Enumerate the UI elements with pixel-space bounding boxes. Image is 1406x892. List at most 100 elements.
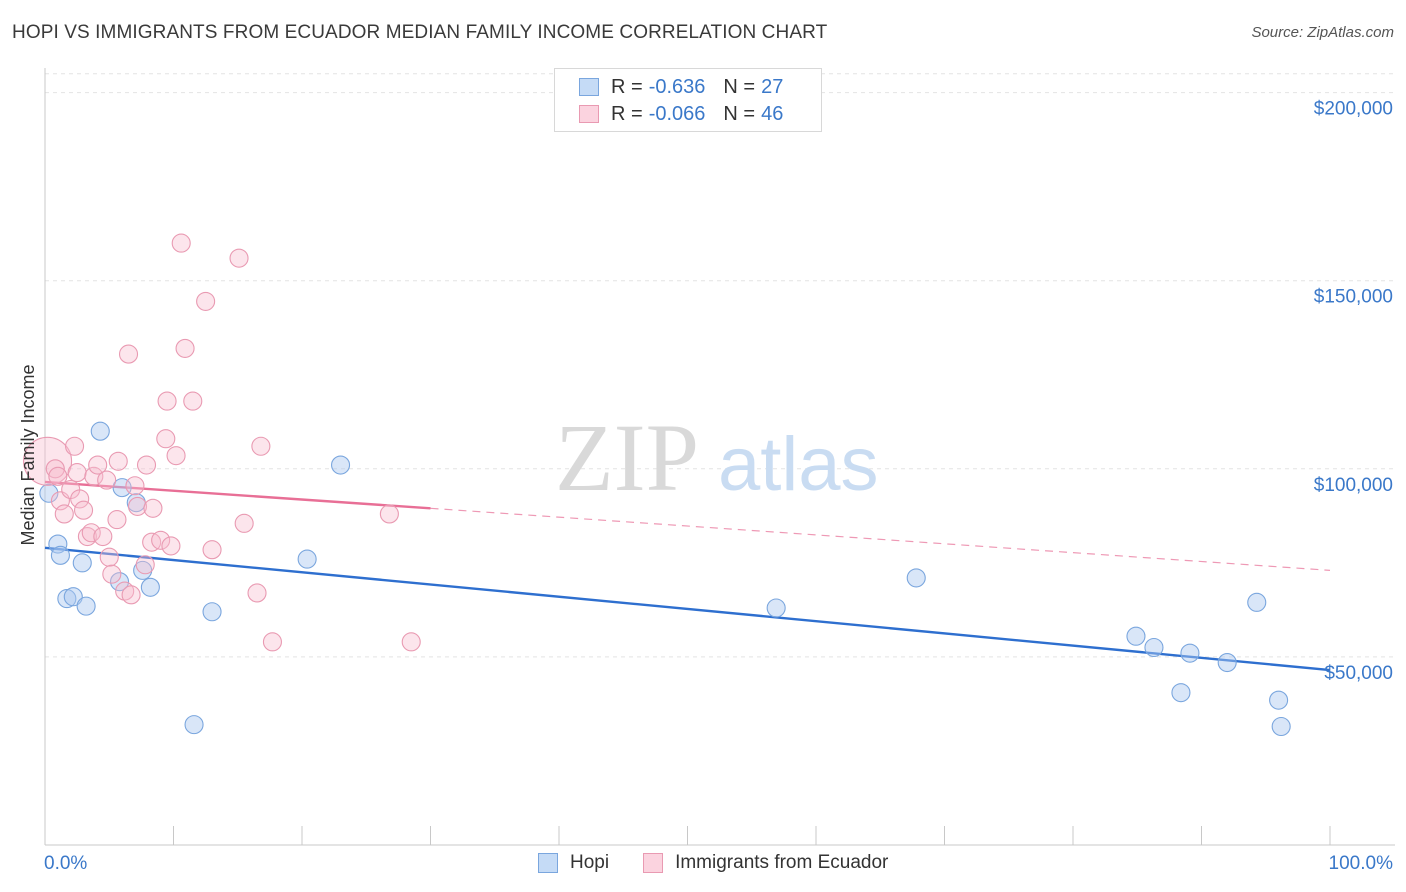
ecuador-point: [54, 504, 74, 524]
x-tick-label: 0.0%: [44, 853, 87, 874]
ecuador-point: [99, 547, 119, 567]
ecuador-point: [97, 470, 117, 490]
ecuador-point: [401, 632, 421, 652]
ecuador-point: [70, 489, 90, 509]
ecuador-point: [262, 632, 282, 652]
hopi-trend-line: [44, 546, 1331, 672]
hopi-point: [109, 572, 130, 592]
hopi-point: [39, 483, 59, 503]
watermark-zip: ZIP: [555, 404, 699, 511]
ecuador-point: [93, 526, 113, 547]
hopi-point: [48, 534, 68, 554]
ecuador-point: [166, 446, 186, 466]
ecuador-point: [135, 555, 155, 575]
series-label-ecuador: Immigrants from Ecuador: [675, 852, 889, 873]
hopi-point: [1269, 690, 1289, 710]
x-tick-label: 100.0%: [1329, 853, 1394, 874]
watermark-atlas: atlas: [718, 422, 879, 507]
ecuador-point: [175, 338, 195, 358]
ecuador-point: [77, 526, 97, 547]
ecuador-trend-line: [44, 480, 431, 510]
legend-n-label: N =: [723, 75, 756, 98]
hopi-point: [72, 553, 92, 573]
legend-r-label: R =: [611, 102, 643, 125]
axes: [44, 68, 1395, 846]
legend-row-hopi: R = -0.636 N = 27: [579, 73, 783, 101]
ecuador-point: [229, 248, 249, 268]
ecuador-point: [183, 391, 203, 411]
hopi-point: [63, 587, 83, 607]
data-points: [23, 233, 1291, 737]
ecuador-point: [151, 530, 171, 550]
stats-legend: R = -0.636 N = 27 R = -0.066 N = 46: [554, 68, 822, 132]
hopi-point: [76, 596, 96, 616]
ecuador-point: [48, 466, 68, 486]
ecuador-point: [121, 585, 141, 605]
ecuador-point: [157, 391, 177, 411]
hopi-point: [202, 602, 222, 622]
ecuador-point: [74, 500, 94, 520]
ecuador-point: [156, 429, 176, 449]
ecuador-point: [202, 540, 222, 560]
hopi-point: [906, 568, 926, 588]
legend-r-value: -0.636: [648, 75, 706, 98]
ecuador-point: [251, 436, 271, 456]
ecuador-point: [161, 536, 181, 556]
ecuador-trend-extension: [430, 507, 1331, 571]
ecuador-point: [84, 466, 104, 486]
ecuador-point: [125, 476, 145, 496]
hopi-point: [90, 421, 110, 441]
series-label-hopi: Hopi: [570, 852, 610, 873]
hopi-point: [184, 715, 204, 735]
hopi-point: [57, 589, 77, 609]
watermark: ZIP atlas: [555, 404, 879, 511]
hopi-point: [1247, 592, 1267, 612]
hopi-point: [50, 545, 70, 565]
ecuador-point: [196, 291, 216, 311]
hopi-point: [1126, 626, 1146, 646]
ecuador-point: [143, 498, 163, 518]
hopi-point: [140, 577, 160, 597]
hopi-point: [766, 598, 786, 618]
hopi-point: [1180, 643, 1200, 663]
source-credit: Source: ZipAtlas.com: [1251, 24, 1394, 41]
legend-r-value: -0.066: [648, 102, 706, 125]
ecuador-point: [234, 513, 254, 533]
ecuador-point: [247, 583, 267, 603]
legend-n-label: N =: [723, 102, 756, 125]
ecuador-point: [107, 510, 127, 530]
series-swatch-hopi: [538, 853, 558, 873]
hopi-point: [297, 549, 317, 569]
legend-n-value: 27: [761, 75, 784, 98]
ecuador-point: [88, 455, 108, 475]
chart-title: HOPI VS IMMIGRANTS FROM ECUADOR MEDIAN F…: [12, 22, 828, 43]
legend-swatch-ecuador: [579, 105, 599, 123]
ecuador-point: [81, 523, 101, 543]
grid-lines: [45, 73, 1395, 658]
y-tick-label: $150,000: [1314, 287, 1393, 308]
y-tick-label: $50,000: [1324, 663, 1393, 684]
legend-row-ecuador: R = -0.066 N = 46: [579, 100, 783, 128]
ecuador-point: [102, 564, 122, 584]
ecuador-point: [108, 451, 128, 471]
series-legend-hopi: Hopi: [538, 852, 609, 874]
hopi-point: [1271, 716, 1291, 737]
ecuador-point: [45, 459, 65, 479]
hopi-point: [1171, 683, 1191, 703]
series-legend-ecuador: Immigrants from Ecuador: [643, 852, 888, 874]
ecuador-point: [65, 436, 85, 456]
trend-lines: [44, 480, 1331, 672]
ecuador-point: [118, 344, 139, 364]
series-swatch-ecuador: [643, 853, 664, 873]
hopi-point: [1217, 652, 1237, 673]
ecuador-point: [171, 233, 191, 253]
legend-swatch-hopi: [579, 78, 599, 96]
ecuador-point: [127, 496, 148, 516]
hopi-point: [330, 455, 351, 475]
y-axis-label: Median Family Income: [18, 364, 38, 545]
series-legend: Hopi Immigrants from Ecuador: [538, 852, 922, 874]
legend-n-value: 46: [761, 102, 784, 125]
y-tick-label: $100,000: [1314, 475, 1393, 496]
legend-r-label: R =: [611, 75, 643, 98]
